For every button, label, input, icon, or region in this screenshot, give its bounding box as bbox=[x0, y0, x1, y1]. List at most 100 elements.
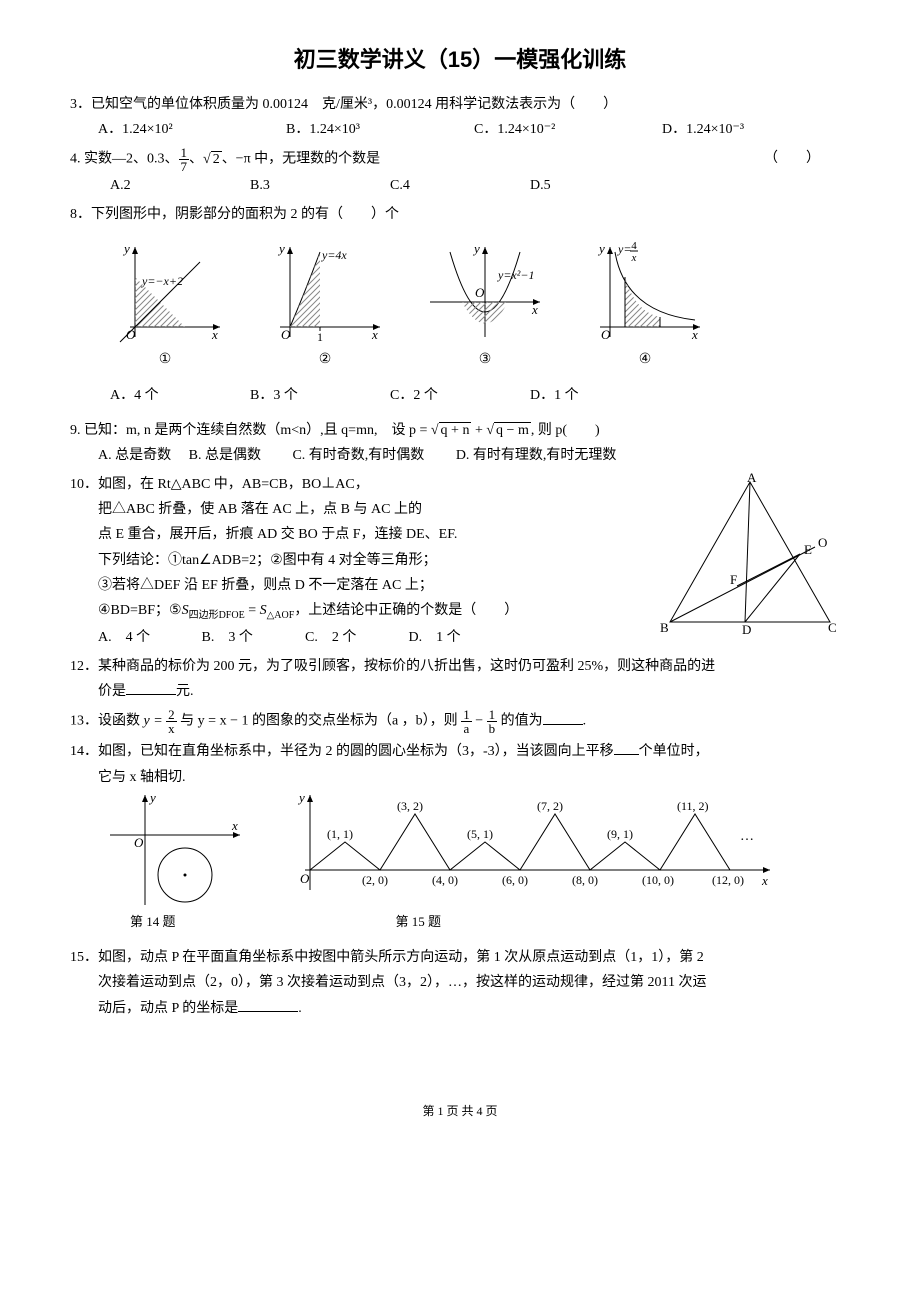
q9-pre: 9. 已知：m, n 是两个连续自然数（m<n）,且 q=mn, 设 p = bbox=[70, 423, 431, 438]
q10-s2: S bbox=[260, 603, 267, 618]
q14-blank bbox=[614, 740, 639, 755]
q12-post: 价是 bbox=[98, 684, 126, 699]
q14-fig: O x y bbox=[100, 790, 250, 910]
q10-l6-pre: ④BD=BF；⑤ bbox=[98, 603, 182, 618]
question-13: 13．设函数 y = 2x 与 y = x − 1 的图象的交点坐标为（a ，b… bbox=[70, 708, 850, 735]
q15-blank bbox=[238, 997, 298, 1012]
q15-l3: 动后，动点 P 的坐标是. bbox=[70, 996, 850, 1021]
q4-pre: 4. 实数—2、0.3、 bbox=[70, 152, 179, 167]
q15-end: . bbox=[298, 1001, 302, 1016]
q8-fn4-d: x bbox=[631, 252, 637, 264]
q3-stem: 3．已知空气的单位体积质量为 0.00124 克/厘米³，0.00124 用科学… bbox=[70, 92, 850, 117]
q8-svg-2: 1 O x y y=4x bbox=[260, 237, 390, 347]
q10-l3: 点 E 重合，展开后，折痕 AD 交 BO 于点 F，连接 DE、EF. bbox=[70, 522, 650, 547]
q10-l1: 10．如图，在 Rt△ABC 中，AB=CB，BO⊥AC， bbox=[70, 472, 650, 497]
q8-opt-d: D．1 个 bbox=[530, 383, 670, 408]
axis-1: 1 bbox=[317, 330, 323, 344]
svg-text:(7, 2): (7, 2) bbox=[537, 799, 563, 813]
q9-plus: + bbox=[471, 423, 486, 438]
q14-l2: 它与 x 轴相切. bbox=[70, 765, 850, 790]
axis-x-4: x bbox=[691, 327, 698, 342]
frac-1-b: 1b bbox=[487, 708, 498, 735]
q3-options: A．1.24×10² B．1.24×10³ C．1.24×10⁻² D．1.24… bbox=[70, 117, 850, 142]
q10-opt-b: B. 3 个 bbox=[202, 625, 302, 650]
question-3: 3．已知空气的单位体积质量为 0.00124 克/厘米³，0.00124 用科学… bbox=[70, 92, 850, 142]
q4-opt-d: D.5 bbox=[530, 173, 670, 198]
axis-O-4: O bbox=[601, 327, 611, 342]
axis-y-2: y bbox=[277, 241, 285, 256]
q13-post: 的值为 bbox=[497, 714, 543, 729]
axis-y-15: y bbox=[297, 790, 305, 805]
q9-opt-a: A. 总是奇数 bbox=[98, 448, 171, 463]
q3-opt-c: C．1.24×10⁻² bbox=[474, 117, 662, 142]
q4-options: A.2 B.3 C.4 D.5 bbox=[70, 173, 850, 198]
q14-figures: O x y O x y … (2, 0)(4, 0)(6, 0)(8, 0)(1… bbox=[100, 790, 850, 910]
q12-blank bbox=[126, 680, 176, 695]
question-9: 9. 已知：m, n 是两个连续自然数（m<n）,且 q=mn, 设 p = q… bbox=[70, 418, 850, 468]
sqrt-qm: q − m bbox=[486, 418, 530, 443]
q10-text: 10．如图，在 Rt△ABC 中，AB=CB，BO⊥AC， 把△ABC 折叠，使… bbox=[70, 472, 650, 650]
question-8: 8．下列图形中，阴影部分的面积为 2 的有（ ）个 O x y y=−x+2 ① bbox=[70, 202, 850, 408]
q4-opt-b: B.3 bbox=[250, 173, 390, 198]
q8-opt-a: A．4 个 bbox=[110, 383, 250, 408]
q13-y: y = bbox=[144, 714, 167, 729]
sqrt-2: 2 bbox=[203, 147, 222, 172]
q3-opt-a: A．1.24×10² bbox=[98, 117, 286, 142]
q10-l4: 下列结论：①tan∠ADB=2；②图中有 4 对全等三角形； bbox=[70, 548, 650, 573]
q10-sub1: 四边形DFOE bbox=[189, 610, 245, 621]
q13-end: . bbox=[583, 714, 587, 729]
svg-text:(3, 2): (3, 2) bbox=[397, 799, 423, 813]
q9-opt-b: B. 总是偶数 bbox=[189, 448, 261, 463]
axis-y-14: y bbox=[148, 790, 156, 805]
sqrt-qn: q + n bbox=[431, 418, 472, 443]
q8-label-2: ② bbox=[260, 347, 390, 372]
svg-text:(4, 0): (4, 0) bbox=[432, 873, 458, 887]
q14-pre: 14．如图，已知在直角坐标系中，半径为 2 的圆的圆心坐标为（3，-3），当该圆… bbox=[70, 744, 614, 759]
question-10: 10．如图，在 Rt△ABC 中，AB=CB，BO⊥AC， 把△ABC 折叠，使… bbox=[70, 472, 850, 650]
pt-D: D bbox=[742, 622, 751, 637]
frac-2-x: 2x bbox=[166, 708, 177, 735]
pt-O: O bbox=[818, 535, 827, 550]
q14-l1: 14．如图，已知在直角坐标系中，半径为 2 的圆的圆心坐标为（3，-3），当该圆… bbox=[70, 739, 850, 764]
q8-label-1: ① bbox=[100, 347, 230, 372]
axis-O: O bbox=[126, 327, 136, 342]
q8-fn4-n: 4 bbox=[631, 240, 637, 252]
question-4: 4. 实数—2、0.3、17、2、−π 中，无理数的个数是 （ ） A.2 B.… bbox=[70, 146, 850, 198]
q3-opt-b: B．1.24×10³ bbox=[286, 117, 474, 142]
q4-mid1: 、 bbox=[189, 152, 203, 167]
q8-fig-2: 1 O x y y=4x ② bbox=[260, 237, 390, 372]
q15-l2: 次接着运动到点（2，0），第 3 次接着运动到点（3，2），…，按这样的运动规律… bbox=[70, 970, 850, 995]
q9-options: A. 总是奇数 B. 总是偶数 C. 有时奇数,有时偶数 D. 有时有理数,有时… bbox=[70, 443, 850, 468]
frac-1-7: 17 bbox=[179, 146, 190, 173]
q8-svg-3: O x y y=x²−1 bbox=[420, 237, 550, 347]
q8-fn4-pre: y= bbox=[617, 242, 631, 256]
q9-post: , 则 p( ) bbox=[531, 423, 600, 438]
q15-dots: … bbox=[740, 829, 754, 844]
question-12: 12．某种商品的标价为 200 元，为了吸引顾客，按标价的八折出售，这时仍可盈利… bbox=[70, 654, 850, 704]
q8-label-3: ③ bbox=[420, 347, 550, 372]
axis-x: x bbox=[211, 327, 218, 342]
axis-x-3: x bbox=[531, 302, 538, 317]
fig-captions: 第 14 题 第 15 题 bbox=[70, 910, 850, 933]
svg-text:(10, 0): (10, 0) bbox=[642, 873, 674, 887]
question-15: 15．如图，动点 P 在平面直角坐标系中按图中箭头所示方向运动，第 1 次从原点… bbox=[70, 945, 850, 1021]
q8-figures: O x y y=−x+2 ① 1 O x y y=4x ② bbox=[100, 237, 850, 372]
axis-x-15: x bbox=[761, 873, 768, 888]
svg-text:(9, 1): (9, 1) bbox=[607, 827, 633, 841]
q15-l1: 15．如图，动点 P 在平面直角坐标系中按图中箭头所示方向运动，第 1 次从原点… bbox=[70, 945, 850, 970]
q8-options: A．4 个 B．3 个 C．2 个 D．1 个 bbox=[70, 383, 850, 408]
q8-fn3: y=x²−1 bbox=[497, 268, 534, 282]
q9-opt-c: C. 有时奇数,有时偶数 bbox=[292, 448, 424, 463]
axis-O-3: O bbox=[475, 285, 485, 300]
q9-opt-d: D. 有时有理数,有时无理数 bbox=[456, 448, 617, 463]
axis-x-2: x bbox=[371, 327, 378, 342]
axis-O-15: O bbox=[300, 871, 310, 886]
q8-fig-4: O x y y= 4 x ④ bbox=[580, 237, 710, 372]
q10-l2: 把△ABC 折叠，使 AB 落在 AC 上，点 B 与 AC 上的 bbox=[70, 497, 650, 522]
q4-stem: 4. 实数—2、0.3、17、2、−π 中，无理数的个数是 （ ） bbox=[70, 146, 850, 173]
q4-opt-a: A.2 bbox=[110, 173, 250, 198]
q8-fn1: y=−x+2 bbox=[141, 274, 183, 288]
q10-l6-post: ，上述结论中正确的个数是（ ） bbox=[294, 603, 518, 618]
svg-text:(2, 0): (2, 0) bbox=[362, 873, 388, 887]
axis-y-4: y bbox=[597, 241, 605, 256]
